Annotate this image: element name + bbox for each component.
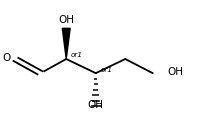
Text: or1: or1 (71, 52, 83, 58)
Text: O: O (2, 53, 10, 63)
Text: OH: OH (58, 15, 74, 25)
Text: or1: or1 (101, 67, 113, 73)
Text: OH: OH (168, 67, 184, 77)
Polygon shape (62, 28, 70, 59)
Text: OH: OH (88, 100, 104, 110)
